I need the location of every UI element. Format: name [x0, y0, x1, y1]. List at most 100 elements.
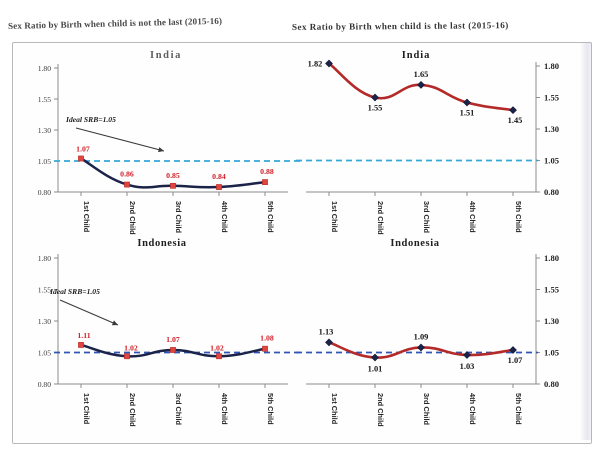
- y-tick-label: 1.30: [544, 124, 559, 134]
- y-tick-label: 1.80: [544, 253, 559, 263]
- panel-title: India: [150, 50, 182, 61]
- annotation-arrowhead: [111, 320, 118, 326]
- chart-panel-indonesia-not-last: Indonesia 0.80 1.05 1.30 1.55 1.80 1st Child 2…: [14, 232, 302, 442]
- x-tick-label: 1st Child: [330, 201, 339, 233]
- y-tick-label: 0.80: [544, 187, 559, 197]
- plot-area: 0.80 1.05 1.30 1.55 1.80 1st Child 2nd Child 3r…: [296, 44, 590, 240]
- x-tick-label: 4th Child: [468, 201, 477, 233]
- data-point-label: 0.85: [166, 171, 180, 180]
- heading-is-last: Sex Ratio by Birth when child is the las…: [291, 20, 509, 32]
- data-point-label: 1.65: [414, 70, 429, 79]
- data-point-marker: [509, 346, 517, 354]
- y-tick-label: 0.80: [38, 380, 51, 389]
- annotation-arrowhead: [158, 147, 164, 153]
- data-point-label: 0.86: [120, 170, 134, 179]
- data-point-label: 1.02: [124, 343, 138, 352]
- data-point-marker: [371, 93, 379, 102]
- y-tick-label: 1.80: [38, 64, 51, 73]
- figure-headings: Sex Ratio by Birth when child is not the…: [0, 0, 600, 40]
- data-point-marker: [170, 182, 176, 189]
- data-point-marker: [325, 59, 333, 68]
- data-point-label: 1.51: [460, 109, 475, 118]
- data-point-label: 1.01: [368, 365, 383, 374]
- data-point-label: 1.07: [76, 145, 90, 154]
- y-tick-label: 1.80: [544, 61, 559, 71]
- x-tick-label: 2nd Child: [128, 201, 137, 235]
- y-tick-label: 0.80: [544, 379, 559, 389]
- data-point-marker: [216, 353, 222, 360]
- data-point-marker: [262, 179, 268, 185]
- panel-title: Indonesia: [137, 238, 187, 249]
- data-point-marker: [417, 343, 425, 352]
- data-point-marker: [124, 353, 130, 360]
- x-tick-label: 5th Child: [514, 201, 523, 233]
- panel-title: India: [401, 50, 431, 61]
- plot-svg: 0.80 1.05 1.30 1.55 1.80 1st Child 2nd Child 3r…: [38, 64, 302, 235]
- data-point-label: 1.45: [508, 116, 523, 125]
- data-point-marker: [124, 181, 130, 188]
- data-point-marker: [170, 347, 176, 353]
- x-tick-label: 1st Child: [330, 393, 339, 425]
- data-point-marker: [216, 184, 222, 190]
- x-tick-label: 2nd Child: [128, 393, 137, 427]
- x-tick-label: 3rd Child: [174, 393, 183, 426]
- x-tick-label: 2nd Child: [376, 393, 385, 427]
- data-point-label: 1.03: [460, 362, 475, 371]
- data-point-marker: [509, 106, 517, 114]
- data-point-label: 1.11: [77, 331, 90, 340]
- x-tick-label: 4th Child: [220, 393, 229, 425]
- y-tick-label: 1.05: [544, 348, 559, 358]
- x-tick-label: 3rd Child: [422, 201, 431, 234]
- plot-area: 0.80 1.05 1.30 1.55 1.80 1st Child 2nd Child 3r…: [296, 232, 590, 442]
- plot-area: 0.80 1.05 1.30 1.55 1.80 1st Child 2nd Child 3r…: [14, 44, 302, 240]
- y-tick-label: 1.55: [38, 286, 51, 295]
- x-tick-label: 5th Child: [266, 201, 275, 233]
- y-tick-label: 1.05: [38, 157, 51, 166]
- data-point-marker: [371, 353, 379, 362]
- data-point-label: 0.84: [212, 172, 226, 181]
- data-point-label: 1.08: [260, 334, 274, 343]
- annotation-arrow: [59, 299, 119, 326]
- data-point-label: 1.13: [319, 327, 334, 336]
- x-tick-label: 1st Child: [82, 201, 91, 233]
- x-tick-label: 5th Child: [514, 393, 523, 425]
- x-tick-label: 2nd Child: [376, 201, 385, 235]
- y-tick-label: 1.55: [544, 285, 559, 295]
- data-point-label: 1.02: [210, 343, 224, 352]
- data-point-label: 1.07: [166, 335, 180, 344]
- chart-panel-indonesia-is-last: Indonesia 0.80 1.05 1.30 1.55 1.80 1st Child 2…: [296, 232, 590, 442]
- data-point-marker: [325, 338, 333, 347]
- y-tick-label: 1.55: [38, 95, 51, 104]
- x-tick-label: 1st Child: [82, 393, 91, 425]
- x-tick-label: 3rd Child: [174, 201, 183, 234]
- y-tick-label: 1.55: [544, 93, 559, 103]
- data-point-label: 1.55: [368, 104, 383, 113]
- plot-svg: 0.80 1.05 1.30 1.55 1.80 1st Child 2nd Child 3r…: [38, 254, 302, 427]
- data-point-label: 1.82: [308, 59, 323, 68]
- data-point-label: 0.88: [260, 167, 274, 176]
- x-tick-label: 4th Child: [468, 393, 477, 425]
- y-tick-label: 1.30: [544, 316, 559, 326]
- ideal-srb-annotation: Ideal SRB=1.05: [49, 287, 100, 296]
- heading-not-last: Sex Ratio by Birth when child is not the…: [7, 15, 223, 31]
- y-tick-label: 1.80: [38, 254, 51, 263]
- data-point-marker: [78, 342, 84, 348]
- y-tick-label: 1.05: [544, 156, 559, 166]
- data-point-marker: [417, 81, 425, 89]
- annotation-arrow: [75, 127, 165, 152]
- x-tick-label: 3rd Child: [422, 393, 431, 426]
- y-tick-label: 1.30: [38, 126, 51, 135]
- data-point-label: 1.07: [508, 356, 523, 365]
- plot-svg: 0.80 1.05 1.30 1.55 1.80 1st Child 2nd Child 3r…: [296, 253, 559, 427]
- x-tick-label: 5th Child: [266, 393, 275, 425]
- y-tick-label: 1.05: [38, 349, 51, 358]
- panel-title: Indonesia: [390, 238, 440, 249]
- y-tick-label: 0.80: [38, 188, 51, 197]
- ideal-srb-annotation: Ideal SRB=1.05: [65, 115, 116, 124]
- data-point-label: 1.09: [414, 332, 429, 341]
- plot-area: 0.80 1.05 1.30 1.55 1.80 1st Child 2nd Child 3r…: [14, 232, 302, 442]
- data-point-marker: [78, 155, 84, 162]
- chart-panel-india-not-last: India 0.80 1.05 1.30 1.55 1.80 1st Child 2nd C…: [14, 44, 302, 240]
- data-point-marker: [262, 345, 268, 352]
- data-point-marker: [463, 98, 471, 107]
